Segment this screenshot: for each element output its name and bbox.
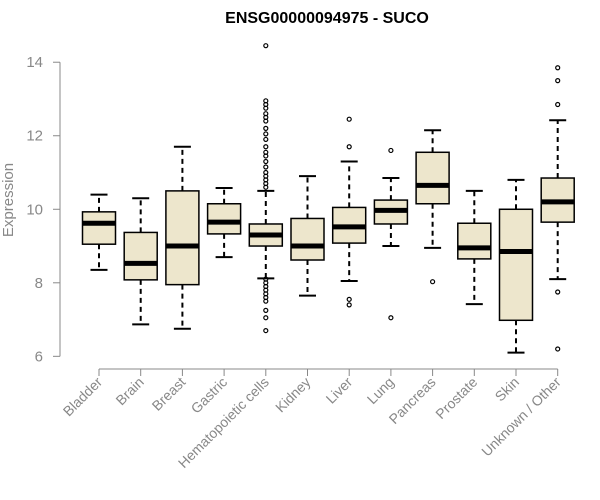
- iqr-box: [290, 217, 325, 261]
- outlier-point: [263, 125, 269, 131]
- plot-area: [81, 43, 575, 354]
- x-tick-label-unknown-other: Unknown / Other: [478, 374, 564, 460]
- outlier-point: [263, 105, 269, 111]
- iqr-box: [498, 208, 534, 322]
- outlier-point: [555, 101, 561, 108]
- outlier-point: [263, 298, 269, 304]
- outlier-point: [555, 346, 561, 352]
- y-tick-label-14: 14: [26, 54, 43, 71]
- x-tick-label-brain: Brain: [112, 374, 146, 408]
- iqr-box: [415, 151, 450, 205]
- box-lung: [373, 147, 409, 321]
- iqr-box: [206, 203, 242, 235]
- iqr-box: [457, 222, 492, 260]
- y-tick-label-6: 6: [35, 348, 43, 365]
- box-gastric: [206, 186, 242, 259]
- x-tick-label-breast: Breast: [149, 374, 189, 414]
- x-tick-label-kidney: Kidney: [272, 374, 314, 416]
- outlier-point: [346, 302, 352, 308]
- outlier-point: [346, 296, 352, 302]
- box-breast: [165, 145, 200, 330]
- box-pancreas: [415, 129, 450, 285]
- outlier-point: [263, 327, 269, 334]
- outlier-point: [263, 315, 269, 321]
- outlier-point: [263, 43, 269, 49]
- outlier-point: [388, 315, 394, 321]
- y-axis: 6 8 10 12 14: [26, 54, 61, 365]
- outlier-point: [388, 147, 394, 154]
- outlier-point: [263, 307, 269, 313]
- x-tick-label-skin: Skin: [492, 374, 523, 405]
- outlier-point: [263, 158, 269, 165]
- x-tick-label-bladder: Bladder: [60, 374, 106, 420]
- box-brain: [123, 197, 158, 326]
- iqr-box: [165, 190, 200, 286]
- outlier-point: [430, 279, 436, 285]
- iqr-box: [123, 231, 158, 281]
- y-axis-label: Expression: [0, 163, 17, 237]
- y-tick-label-8: 8: [35, 275, 43, 292]
- outlier-point: [263, 164, 269, 170]
- box-unknown-other: [540, 65, 575, 352]
- box-liver: [331, 116, 367, 308]
- box-bladder: [81, 193, 117, 271]
- box-skin: [498, 178, 534, 354]
- outlier-point: [263, 118, 269, 124]
- outlier-point: [263, 184, 269, 190]
- x-tick-label-lung: Lung: [364, 374, 397, 407]
- y-tick-label-12: 12: [26, 128, 43, 145]
- outlier-point: [263, 144, 269, 150]
- box-kidney: [290, 175, 325, 297]
- outlier-point: [555, 78, 561, 84]
- box-prostate: [457, 189, 492, 306]
- outlier-point: [263, 153, 269, 159]
- outlier-point: [263, 131, 269, 137]
- outlier-point: [346, 144, 352, 150]
- outlier-point: [555, 65, 561, 71]
- chart-title: ENSG00000094975 - SUCO: [225, 10, 429, 27]
- x-tick-label-liver: Liver: [323, 374, 356, 407]
- outlier-point: [555, 289, 561, 295]
- y-tick-label-10: 10: [26, 201, 43, 218]
- outlier-point: [263, 136, 269, 143]
- box-hematopoietic-cells: [248, 43, 284, 334]
- outlier-point: [346, 116, 352, 122]
- iqr-box: [81, 211, 117, 245]
- x-tick-label-prostate: Prostate: [432, 374, 480, 422]
